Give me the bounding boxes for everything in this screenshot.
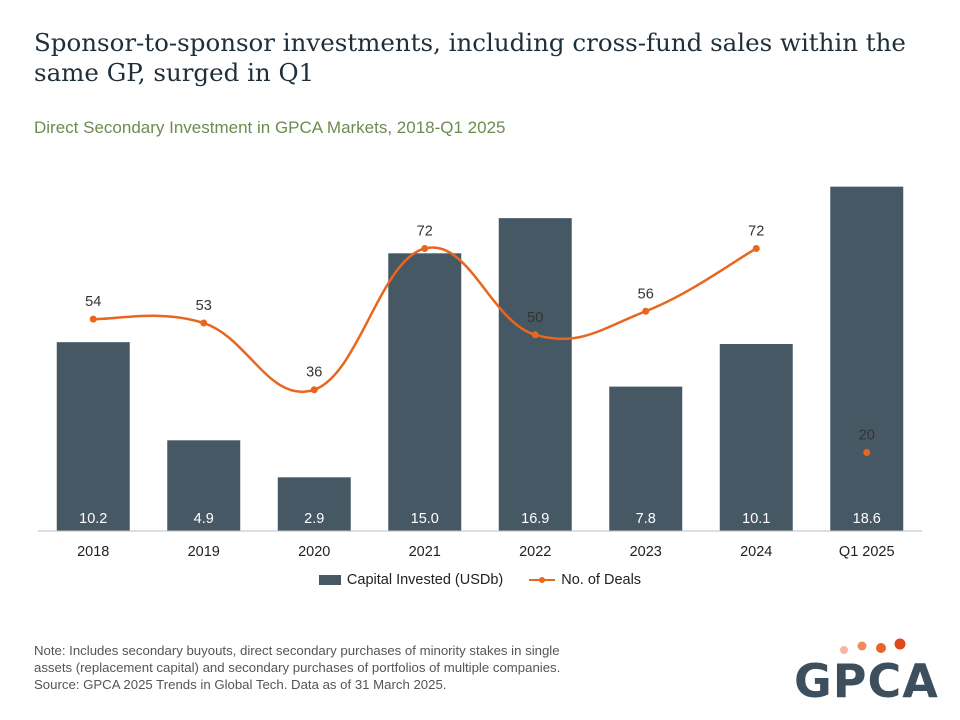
x-tick-label: 2021 bbox=[409, 544, 441, 560]
chart-subtitle: Direct Secondary Investment in GPCA Mark… bbox=[34, 118, 506, 137]
chart-legend: Capital Invested (USDb) No. of Deals bbox=[0, 572, 960, 588]
legend-label-capital: Capital Invested (USDb) bbox=[346, 572, 504, 588]
bar-value-label: 10.1 bbox=[742, 511, 770, 527]
logo-dots-icon bbox=[840, 638, 906, 654]
legend-swatch-bar bbox=[318, 575, 341, 585]
bar-capital-2022 bbox=[498, 218, 572, 531]
logo-text: GPCA bbox=[794, 654, 939, 708]
bar-value-label: 15.0 bbox=[411, 511, 439, 527]
x-tick-label: 2019 bbox=[188, 544, 220, 560]
deals-value-label: 72 bbox=[748, 223, 764, 239]
x-tick-label: 2024 bbox=[740, 544, 772, 560]
legend-item-capital: Capital Invested (USDb) bbox=[318, 572, 504, 588]
x-tick-label: Q1 2025 bbox=[839, 544, 895, 560]
x-tick-label: 2020 bbox=[298, 544, 330, 560]
bar-value-label: 16.9 bbox=[521, 511, 549, 527]
chart-plot: 10.2 4.9 2.9 15.0 16.9 7.8 10.1 18.6 54 53 36 72 50 5… bbox=[38, 186, 922, 560]
deals-value-label: 50 bbox=[527, 310, 543, 326]
footnote-line: assets (replacement capital) and seconda… bbox=[34, 660, 561, 675]
bar-capital-2023 bbox=[609, 386, 683, 531]
deals-value-label: 20 bbox=[859, 428, 875, 444]
bar-value-label: 10.2 bbox=[79, 511, 107, 527]
bar-capital-2018 bbox=[56, 342, 130, 531]
deals-value-label: 56 bbox=[638, 286, 654, 302]
bar-value-label: 7.8 bbox=[636, 511, 656, 527]
bar-capital-2024 bbox=[719, 344, 793, 531]
footnote: Note: Includes secondary buyouts, direct… bbox=[34, 642, 674, 693]
footnote-line: Note: Includes secondary buyouts, direct… bbox=[34, 643, 560, 658]
bar-capital-q1-2025 bbox=[830, 186, 904, 531]
deals-value-label: 36 bbox=[306, 365, 322, 381]
deals-point-2024 bbox=[752, 244, 760, 252]
deals-point-2022 bbox=[531, 331, 539, 339]
bar-capital-2020 bbox=[277, 477, 351, 531]
legend-label-deals: No. of Deals bbox=[561, 572, 642, 588]
bar-value-label: 18.6 bbox=[853, 511, 881, 527]
bar-value-label: 2.9 bbox=[304, 511, 324, 527]
deals-point-2021 bbox=[421, 244, 429, 252]
bar-capital-2019 bbox=[167, 440, 241, 531]
bar-capital-2021 bbox=[388, 253, 462, 532]
deals-value-label: 72 bbox=[417, 223, 433, 239]
legend-item-deals: No. of Deals bbox=[529, 572, 641, 588]
deals-point-2023 bbox=[642, 307, 650, 315]
bar-value-label: 4.9 bbox=[194, 511, 214, 527]
deals-value-label: 54 bbox=[85, 294, 101, 310]
x-tick-label: 2023 bbox=[630, 544, 662, 560]
footnote-line: Source: GPCA 2025 Trends in Global Tech.… bbox=[34, 677, 447, 692]
legend-swatch-line bbox=[529, 575, 556, 585]
deals-point-2019 bbox=[200, 319, 208, 327]
gpca-logo: GPCA bbox=[794, 636, 944, 708]
deals-point-q1-2025 bbox=[863, 449, 871, 457]
deals-value-label: 53 bbox=[196, 298, 212, 314]
chart-title: Sponsor-to-sponsor investments, includin… bbox=[34, 28, 906, 87]
x-tick-label: 2022 bbox=[519, 544, 551, 560]
deals-point-2018 bbox=[89, 315, 97, 323]
deals-point-2020 bbox=[310, 386, 318, 394]
x-tick-label: 2018 bbox=[77, 544, 109, 560]
